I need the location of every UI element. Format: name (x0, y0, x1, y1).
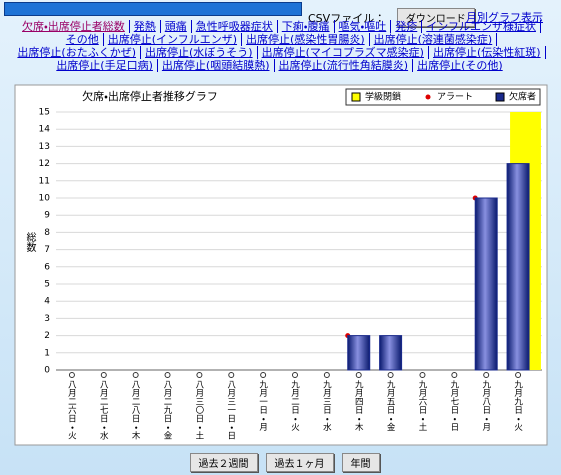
category-link[interactable]: 出席停止(インフルエンザ) (104, 33, 243, 46)
category-link[interactable]: 出席停止(手足口病) (52, 59, 158, 72)
x-tick-label: 八月二九日・金 (162, 380, 172, 440)
y-tick-label: 15 (39, 108, 50, 118)
period-buttons: 過去２週間 過去１ヶ月 年間 (0, 452, 561, 472)
legend-box (345, 88, 541, 106)
x-tick-marker (196, 372, 203, 378)
x-tick-marker (68, 372, 75, 378)
category-link[interactable]: 下痢・腹痛 (278, 20, 335, 33)
x-tick-label: 九月八日・月 (481, 380, 491, 432)
download-button[interactable]: ダウンロード (396, 8, 475, 27)
legend-swatch (425, 94, 431, 100)
x-tick-label: 八月三一日・日 (226, 380, 236, 440)
csv-label: CSVファイル： (308, 12, 386, 25)
x-tick-marker (451, 372, 458, 378)
x-tick-label: 九月三日・水 (321, 380, 331, 431)
x-tick-label: 九月四日・木 (353, 380, 363, 432)
category-link[interactable]: インフルエンザ様症状 (422, 20, 541, 33)
bar (379, 335, 403, 371)
y-tick-label: 0 (44, 366, 50, 376)
period-button[interactable]: 年間 (341, 453, 380, 472)
y-tick-label: 14 (39, 125, 51, 135)
y-tick-label: 11 (39, 176, 50, 186)
header: CSVファイル： ダウンロード 月別グラフ表示 (8, 8, 553, 27)
legend-label: 欠席者 (509, 91, 536, 103)
category-link[interactable]: 出席停止(流行性角結膜炎) (275, 59, 414, 72)
chart-title: 欠席・出席停止者推移グラフ (82, 89, 218, 103)
chart-frame (14, 84, 548, 446)
bar (474, 197, 498, 371)
x-tick-marker (387, 372, 394, 378)
y-tick-label: 5 (44, 280, 50, 290)
y-tick-label: 13 (39, 142, 50, 152)
y-tick-label: 8 (44, 228, 50, 238)
period-button[interactable]: 過去２週間 (189, 453, 258, 472)
x-tick-marker (260, 372, 267, 378)
monthly-link[interactable]: 月別グラフ表示 (466, 11, 543, 24)
x-tick-marker (228, 372, 235, 378)
legend-label: アラート (437, 92, 473, 103)
category-link[interactable]: 出席停止(おたふくかぜ) (13, 46, 142, 59)
x-tick-marker (323, 372, 330, 378)
y-tick-label: 10 (39, 194, 51, 204)
category-link[interactable]: その他 (62, 33, 104, 46)
legend-label: 学級閉鎖 (365, 91, 401, 103)
y-tick-label: 9 (44, 211, 50, 221)
y-axis-label: 総数 (24, 231, 36, 253)
x-tick-label: 九月一日・月 (258, 380, 268, 432)
x-tick-label: 九月九日・火 (513, 380, 523, 431)
category-link[interactable]: 出席停止(マイコプラズマ感染症) (258, 46, 429, 59)
x-tick-marker (100, 372, 107, 378)
x-tick-marker (483, 372, 490, 378)
category-link[interactable]: 出席停止(咽頭結膜熱) (158, 59, 275, 72)
y-tick-label: 3 (44, 314, 50, 324)
x-tick-label: 八月二八日・木 (130, 380, 140, 440)
x-tick-label: 九月六日・土 (417, 380, 427, 431)
y-tick-label: 6 (44, 262, 50, 272)
category-link[interactable]: 急性呼吸器症状 (192, 20, 278, 33)
y-tick-label: 1 (44, 348, 50, 358)
x-tick-marker (515, 372, 522, 378)
x-tick-marker (419, 372, 426, 378)
x-tick-marker (355, 372, 362, 378)
category-link[interactable]: 出席停止(水ぼうそう) (141, 46, 258, 59)
bar (347, 335, 371, 371)
legend-swatch (495, 92, 505, 102)
x-tick-marker (132, 372, 139, 378)
x-tick-label: 八月二六日・火 (66, 380, 76, 440)
x-tick-label: 九月二日・火 (290, 380, 300, 431)
category-link[interactable]: 出席停止(伝染性紅斑) (429, 46, 546, 59)
x-tick-label: 八月三〇日・土 (194, 380, 204, 440)
x-tick-marker (164, 372, 171, 378)
bar (506, 163, 530, 371)
redaction (4, 2, 302, 16)
y-tick-label: 12 (39, 159, 50, 169)
x-tick-label: 九月五日・金 (385, 380, 395, 431)
category-link[interactable]: 欠席・出席停止者総数 (18, 20, 130, 33)
y-tick-label: 4 (44, 297, 50, 307)
category-link[interactable]: 頭痛 (161, 20, 192, 33)
x-tick-label: 八月二七日・水 (98, 380, 108, 440)
category-link[interactable]: 発熱 (130, 20, 161, 33)
legend-swatch (351, 92, 361, 102)
y-tick-label: 2 (44, 331, 50, 341)
x-tick-marker (292, 372, 298, 378)
category-link[interactable]: 出席停止(感染性胃腸炎) (242, 33, 370, 46)
category-link[interactable]: 出席停止(溶連菌感染症) (370, 33, 498, 46)
y-tick-label: 7 (44, 245, 50, 255)
x-tick-label: 九月七日・日 (449, 380, 459, 432)
category-link[interactable]: 嘔気・嘔吐 (335, 20, 392, 33)
period-button[interactable]: 過去１ヶ月 (265, 453, 334, 472)
category-link[interactable]: 出席停止(その他) (417, 59, 503, 72)
link-list: 欠席・出席停止者総数 発熱 頭痛 急性呼吸器症状 下痢・腹痛 嘔気・嘔吐 発疹 インフルエンザ… (12, 20, 547, 72)
category-link[interactable]: 発疹 (391, 20, 423, 33)
